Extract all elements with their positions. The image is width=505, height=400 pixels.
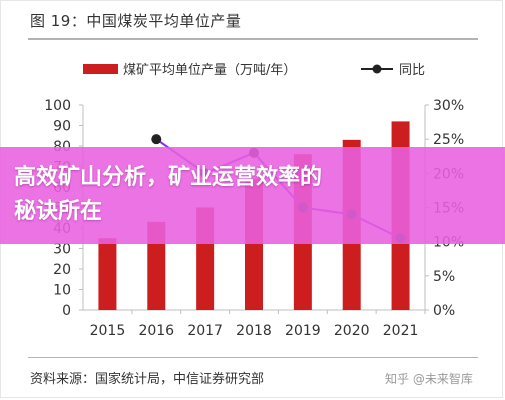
watermark: 知乎 @未来智库 [385,372,473,386]
source-note: 资料来源：国家统计局，中信证券研究部 [30,372,265,387]
y-left-tick-label: 10 [53,283,71,299]
legend-swatch-marker [372,64,382,74]
headline-line-2: 秘诀所在 [14,199,103,224]
x-tick-label: 2020 [334,323,370,339]
x-tick-label: 2021 [383,323,419,339]
legend-swatch-bar [83,64,118,74]
y-left-tick-label: 100 [44,98,71,114]
headline-line-1: 高效矿山分析，矿业运营效率的 [14,165,323,190]
y-right-tick-label: 25% [433,132,464,148]
y-left-tick-label: 0 [62,303,71,319]
yoy-point [151,134,162,145]
x-tick-label: 2015 [90,323,126,339]
legend-label-bar: 煤矿平均单位产量（万吨/年） [123,63,296,78]
x-tick-label: 2017 [187,323,223,339]
x-tick-label: 2018 [236,323,272,339]
legend-label-line: 同比 [399,63,425,78]
headline: 高效矿山分析，矿业运营效率的 秘诀所在 [14,161,494,229]
x-tick-label: 2019 [285,323,321,339]
y-left-tick-label: 20 [53,262,71,278]
x-tick-label: 2016 [138,323,174,339]
y-left-tick-label: 30 [53,242,71,258]
bar [98,238,117,310]
bottom-rule [28,357,478,358]
y-left-tick-label: 90 [53,119,71,135]
headline-banner: 高效矿山分析，矿业运营效率的 秘诀所在 [0,147,505,244]
y-right-tick-label: 0% [433,303,455,319]
y-right-tick-label: 5% [433,269,455,285]
figure-title: 图 19：中国煤炭平均单位产量 [30,12,242,30]
y-right-tick-label: 30% [433,98,464,114]
title-rule [28,38,478,40]
